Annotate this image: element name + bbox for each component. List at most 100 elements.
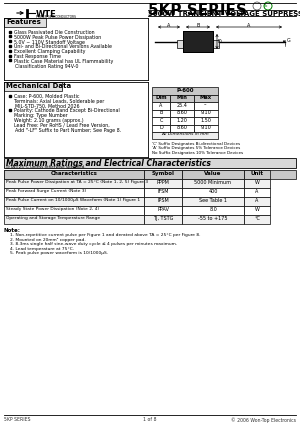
- Text: Peak Pulse Current on 10/1000μS Waveform (Note 1) Figure 1: Peak Pulse Current on 10/1000μS Waveform…: [6, 198, 140, 202]
- Bar: [244, 170, 270, 179]
- Bar: [170, 102, 194, 110]
- Bar: [144, 170, 182, 179]
- Text: Unit: Unit: [250, 170, 263, 176]
- Bar: [182, 179, 244, 188]
- Text: Plastic Case Material has UL Flammability: Plastic Case Material has UL Flammabilit…: [14, 59, 113, 64]
- Bar: [182, 206, 244, 215]
- Text: 5KP SERIES: 5KP SERIES: [4, 417, 31, 422]
- Bar: [4, 158, 296, 168]
- Text: 5.0V ~ 110V Standoff Voltage: 5.0V ~ 110V Standoff Voltage: [14, 40, 85, 45]
- Text: © 2006 Won-Top Electronics: © 2006 Won-Top Electronics: [231, 417, 296, 422]
- Text: IFSM: IFSM: [157, 189, 169, 194]
- Bar: [4, 170, 144, 179]
- Text: 5. Peak pulse power waveform is 10/1000μS.: 5. Peak pulse power waveform is 10/1000μ…: [10, 251, 108, 255]
- Text: °C: °C: [254, 216, 260, 221]
- Text: --: --: [204, 102, 208, 108]
- Text: Excellent Clamping Capability: Excellent Clamping Capability: [14, 49, 85, 54]
- Text: Peak Pulse Power Dissipation at TA = 25°C (Note 1, 2, 5) Figure 3: Peak Pulse Power Dissipation at TA = 25°…: [6, 180, 148, 184]
- Bar: [152, 87, 218, 94]
- Bar: [244, 197, 270, 206]
- Bar: [152, 117, 170, 125]
- Bar: [194, 94, 218, 102]
- Bar: [152, 110, 170, 117]
- Text: Steady State Power Dissipation (Note 2, 4): Steady State Power Dissipation (Note 2, …: [6, 207, 99, 211]
- Text: W: W: [255, 207, 260, 212]
- Bar: [4, 197, 144, 206]
- Text: A: A: [159, 102, 163, 108]
- Text: 5000 Minimum: 5000 Minimum: [194, 180, 232, 185]
- Text: P-600: P-600: [176, 88, 194, 93]
- Bar: [4, 188, 144, 197]
- Text: Symbol: Symbol: [152, 170, 175, 176]
- Bar: [194, 102, 218, 110]
- Bar: [194, 125, 218, 132]
- Text: 2. Mounted on 20mm² copper pad.: 2. Mounted on 20mm² copper pad.: [10, 238, 86, 241]
- Text: 8.0: 8.0: [209, 207, 217, 212]
- Text: Polarity: Cathode Band Except Bi-Directional: Polarity: Cathode Band Except Bi-Directi…: [14, 108, 120, 113]
- Text: 8.60: 8.60: [177, 110, 188, 115]
- Text: 400: 400: [208, 189, 218, 194]
- Bar: [182, 197, 244, 206]
- Text: 5000W TRANSIENT VOLTAGE SUPPRESSOR: 5000W TRANSIENT VOLTAGE SUPPRESSOR: [148, 11, 300, 17]
- Text: Case: P-600, Molded Plastic: Case: P-600, Molded Plastic: [14, 94, 80, 99]
- Text: @TA=25°C unless otherwise specified.: @TA=25°C unless otherwise specified.: [6, 164, 85, 168]
- Text: 3. 8.3ms single half sine-wave duty cycle ≤ 4 pulses per minutes maximum.: 3. 8.3ms single half sine-wave duty cycl…: [10, 242, 177, 246]
- Bar: [183, 31, 213, 52]
- Text: Mechanical Data: Mechanical Data: [6, 82, 71, 88]
- Text: 'A' Suffix Designates 5% Tolerance Devices: 'A' Suffix Designates 5% Tolerance Devic…: [152, 146, 240, 150]
- Bar: [144, 179, 182, 188]
- Text: 25.4: 25.4: [177, 102, 188, 108]
- Bar: [152, 102, 170, 110]
- Bar: [152, 125, 170, 132]
- Text: Note:: Note:: [4, 228, 21, 233]
- Text: C: C: [159, 117, 163, 122]
- Bar: [244, 188, 270, 197]
- Text: Weight: 2.10 grams (approx.): Weight: 2.10 grams (approx.): [14, 118, 84, 123]
- Text: PPAV: PPAV: [157, 207, 169, 212]
- Bar: [144, 188, 182, 197]
- Bar: [244, 215, 270, 224]
- Bar: [144, 215, 182, 224]
- Text: W: W: [255, 180, 260, 185]
- Text: Marking: Type Number: Marking: Type Number: [14, 113, 68, 118]
- Text: 4. Lead temperature at 75°C.: 4. Lead temperature at 75°C.: [10, 246, 74, 250]
- Text: D: D: [218, 39, 222, 44]
- Text: Classification Rating 94V-0: Classification Rating 94V-0: [15, 64, 79, 68]
- Text: POWER SEMICONDUCTORS: POWER SEMICONDUCTORS: [36, 15, 76, 19]
- Text: Fast Response Time: Fast Response Time: [14, 54, 61, 59]
- Text: A: A: [247, 23, 251, 28]
- Text: 5000W Peak Pulse Power Dissipation: 5000W Peak Pulse Power Dissipation: [14, 35, 101, 40]
- Bar: [144, 197, 182, 206]
- Bar: [144, 206, 182, 215]
- Bar: [4, 82, 62, 91]
- Bar: [152, 94, 170, 102]
- Text: 1.50: 1.50: [201, 117, 212, 122]
- Text: 9.10: 9.10: [201, 110, 212, 115]
- Bar: [4, 170, 296, 179]
- Text: Characteristics: Characteristics: [51, 170, 98, 176]
- Bar: [170, 125, 194, 132]
- Bar: [4, 206, 144, 215]
- Text: All Dimensions in mm: All Dimensions in mm: [161, 132, 209, 136]
- Bar: [4, 18, 46, 27]
- Text: 9.10: 9.10: [201, 125, 212, 130]
- Text: Value: Value: [204, 170, 222, 176]
- Text: Max: Max: [200, 95, 212, 100]
- Text: A: A: [255, 198, 259, 203]
- Bar: [182, 215, 244, 224]
- Text: Uni- and Bi-Directional Versions Available: Uni- and Bi-Directional Versions Availab…: [14, 44, 112, 49]
- Bar: [170, 117, 194, 125]
- Bar: [244, 206, 270, 215]
- Text: B: B: [196, 23, 200, 28]
- Text: 1. Non-repetitive current pulse per Figure 1 and derated above TA = 25°C per Fig: 1. Non-repetitive current pulse per Figu…: [10, 233, 200, 237]
- Text: PPPM: PPPM: [157, 180, 169, 185]
- Text: 1 of 8: 1 of 8: [143, 417, 157, 422]
- Text: Dim: Dim: [155, 95, 167, 100]
- Text: Pb: Pb: [264, 3, 268, 8]
- Bar: [177, 40, 219, 48]
- Text: 1.20: 1.20: [177, 117, 188, 122]
- Bar: [194, 117, 218, 125]
- Text: -55 to +175: -55 to +175: [198, 216, 228, 221]
- Text: Lead Free: Per RoHS / Lead Free Version,: Lead Free: Per RoHS / Lead Free Version,: [14, 123, 110, 128]
- Text: A: A: [255, 189, 259, 194]
